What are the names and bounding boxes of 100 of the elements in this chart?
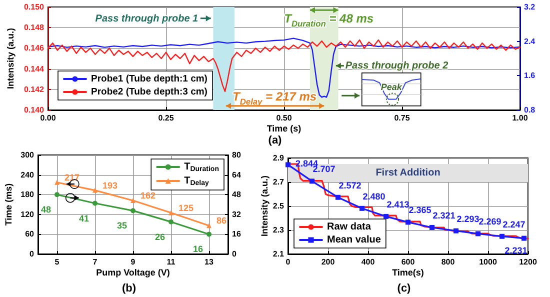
data-label: 2.269 xyxy=(478,216,502,227)
y-tick-label: 240 xyxy=(20,170,35,180)
y2-tick-label: 0.8 xyxy=(524,106,536,114)
x-tick-label: 1000 xyxy=(479,258,498,266)
data-label: 2.707 xyxy=(312,164,336,174)
point xyxy=(286,162,290,168)
data-label: 48 xyxy=(40,204,52,215)
point xyxy=(206,232,212,237)
point xyxy=(500,234,504,239)
data-label: 2.572 xyxy=(338,180,362,190)
y2-tick-label: 80 xyxy=(232,150,242,160)
point xyxy=(54,192,60,198)
data-label: 2.480 xyxy=(362,191,386,202)
y-axis-title: Intensity (a.u.) xyxy=(6,28,16,90)
y-axis-title: Intensity (a.u.) xyxy=(260,175,270,237)
y2-tick-label: 1.6 xyxy=(524,71,536,80)
y-tick-label: 2.1 xyxy=(272,250,285,258)
y-tick-label: 0.142 xyxy=(24,84,45,94)
x-tick-label: 0 xyxy=(286,258,291,266)
point xyxy=(130,198,136,204)
point xyxy=(430,224,434,230)
x-tick-label: 0.00 xyxy=(40,114,56,122)
data-label: 193 xyxy=(102,180,118,190)
y-tick-label: 2.9 xyxy=(272,154,285,162)
data-label: 217 xyxy=(64,172,80,182)
y-tick-label: 2.3 xyxy=(272,226,285,234)
point xyxy=(360,206,364,211)
annotation: T$_{Duration}$ = 48 ms xyxy=(284,12,374,29)
data-label: 2.413 xyxy=(386,199,410,210)
data-label: 125 xyxy=(178,202,194,213)
band-label: First Addition xyxy=(376,168,440,178)
point xyxy=(336,194,340,200)
x-tick-label: 200 xyxy=(321,258,336,266)
point xyxy=(206,223,212,228)
y-tick-label: 180 xyxy=(20,190,35,200)
data-label: 162 xyxy=(140,190,156,201)
annotation: T$_{Delay}$ = 217 ms xyxy=(232,90,317,107)
y2-tick-label: 0 xyxy=(232,250,237,258)
data-label: 26 xyxy=(154,232,166,242)
x-axis-title: Pump Voltage (V) xyxy=(96,268,170,278)
y-tick-label: 0 xyxy=(30,250,35,258)
data-label: 2.365 xyxy=(408,205,432,216)
y-tick-label: 0.140 xyxy=(24,106,45,114)
x-tick-label: 1.00 xyxy=(512,114,528,122)
point xyxy=(168,219,174,224)
text: (a) xyxy=(268,134,282,146)
x-tick-label: 5 xyxy=(54,258,60,266)
data-label: 2.247 xyxy=(502,219,526,230)
annotation: Pass through probe 1 xyxy=(95,12,199,24)
x-tick-label: 9 xyxy=(130,258,136,266)
y-tick-label: 0.150 xyxy=(24,2,45,12)
legend-label: Mean value xyxy=(327,234,382,246)
point xyxy=(54,180,60,185)
y-tick-label: 2.5 xyxy=(272,202,285,210)
text: (c) xyxy=(397,282,412,294)
legend-label: Probe1 (Tube depth:1 cm) xyxy=(91,74,208,84)
y-tick-label: 300 xyxy=(20,150,35,160)
x-tick-label: 11 xyxy=(166,258,176,266)
x-tick-label: 800 xyxy=(441,258,456,266)
x-axis-title: Time (s) xyxy=(266,124,302,134)
y2-tick-label: 32 xyxy=(232,210,242,219)
x-tick-label: 13 xyxy=(204,258,214,266)
data-label: 2.231 xyxy=(504,245,528,256)
y-tick-label: 60 xyxy=(25,230,35,239)
y2-tick-label: 3.2 xyxy=(524,2,536,12)
x-tick-label: 7 xyxy=(92,258,98,266)
y-tick-label: 0.144 xyxy=(24,64,45,74)
legend-label: Raw data xyxy=(327,222,372,232)
y2-tick-label: 64 xyxy=(232,170,242,180)
y2-tick-label: 16 xyxy=(232,230,242,239)
x-tick-label: 0.50 xyxy=(276,114,292,122)
text: (b) xyxy=(122,282,136,294)
annotation: Pass through probe 2 xyxy=(345,60,449,72)
data-label: 16 xyxy=(192,244,204,254)
y-tick-label: 2.7 xyxy=(272,178,285,186)
x-tick-label: 0.25 xyxy=(158,114,174,122)
x-axis-title: Time(s) xyxy=(392,268,424,278)
point xyxy=(406,220,410,225)
point xyxy=(310,178,314,184)
point xyxy=(522,236,526,241)
x-tick-label: 1200 xyxy=(519,258,538,266)
point xyxy=(384,214,388,219)
y-tick-label: 0.146 xyxy=(24,44,45,53)
data-label: 2.293 xyxy=(456,214,480,224)
data-label: 86 xyxy=(216,216,227,226)
y-tick-label: 120 xyxy=(20,210,35,219)
point xyxy=(92,188,98,193)
data-label: 41 xyxy=(78,213,90,224)
y2-tick-label: 48 xyxy=(232,190,242,200)
y-axis-title: Time (ms) xyxy=(4,183,14,226)
legend-label: Probe2 (Tube depth:3 cm) xyxy=(91,86,208,98)
data-label: 35 xyxy=(116,220,128,231)
x-tick-label: 600 xyxy=(401,258,416,266)
y2-tick-label: 2.4 xyxy=(524,36,536,46)
point xyxy=(92,200,98,206)
y-tick-label: 0.148 xyxy=(24,23,45,32)
point xyxy=(454,228,458,234)
point xyxy=(130,208,136,214)
x-tick-label: 400 xyxy=(361,258,376,266)
point xyxy=(168,210,174,216)
